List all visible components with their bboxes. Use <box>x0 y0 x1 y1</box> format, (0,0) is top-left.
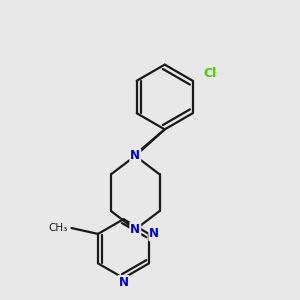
Text: Cl: Cl <box>203 67 216 80</box>
Text: N: N <box>149 227 159 240</box>
Text: CH₃: CH₃ <box>49 223 68 233</box>
Text: N: N <box>118 276 128 289</box>
Text: N: N <box>130 223 140 236</box>
Text: N: N <box>130 149 140 162</box>
